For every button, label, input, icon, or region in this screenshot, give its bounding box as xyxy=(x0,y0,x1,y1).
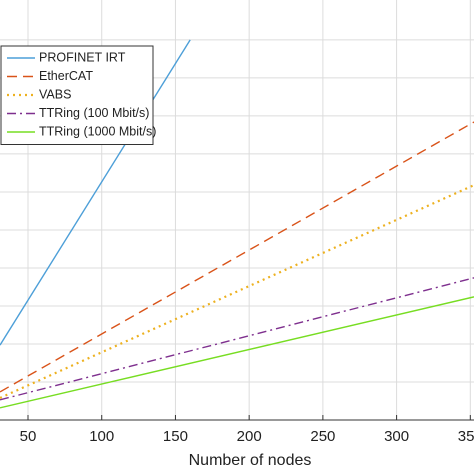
x-axis-label: Number of nodes xyxy=(189,452,312,469)
series-line xyxy=(0,184,474,399)
x-tick-label: 200 xyxy=(237,428,262,445)
x-tick-label: 250 xyxy=(310,428,335,445)
x-tick-label: 350 xyxy=(458,428,474,445)
x-tick-label: 300 xyxy=(384,428,409,445)
plot-area xyxy=(0,39,474,409)
series-line xyxy=(0,121,474,393)
legend-label: VABS xyxy=(39,87,71,101)
legend-label: TTRing (1000 Mbit/s) xyxy=(39,124,156,138)
series-line xyxy=(0,277,474,401)
x-tick-label: 100 xyxy=(89,428,114,445)
series-line xyxy=(0,39,191,346)
legend: PROFINET IRT EtherCAT VABS TTRing (100 Mbit… xyxy=(0,45,156,145)
x-tick-label: 50 xyxy=(20,428,37,445)
x-tick-label: 150 xyxy=(163,428,188,445)
legend-label: PROFINET IRT xyxy=(39,50,126,64)
legend-label: EtherCAT xyxy=(39,69,93,83)
series-line xyxy=(0,296,474,409)
legend-label: TTRing (100 Mbit/s) xyxy=(39,106,149,120)
